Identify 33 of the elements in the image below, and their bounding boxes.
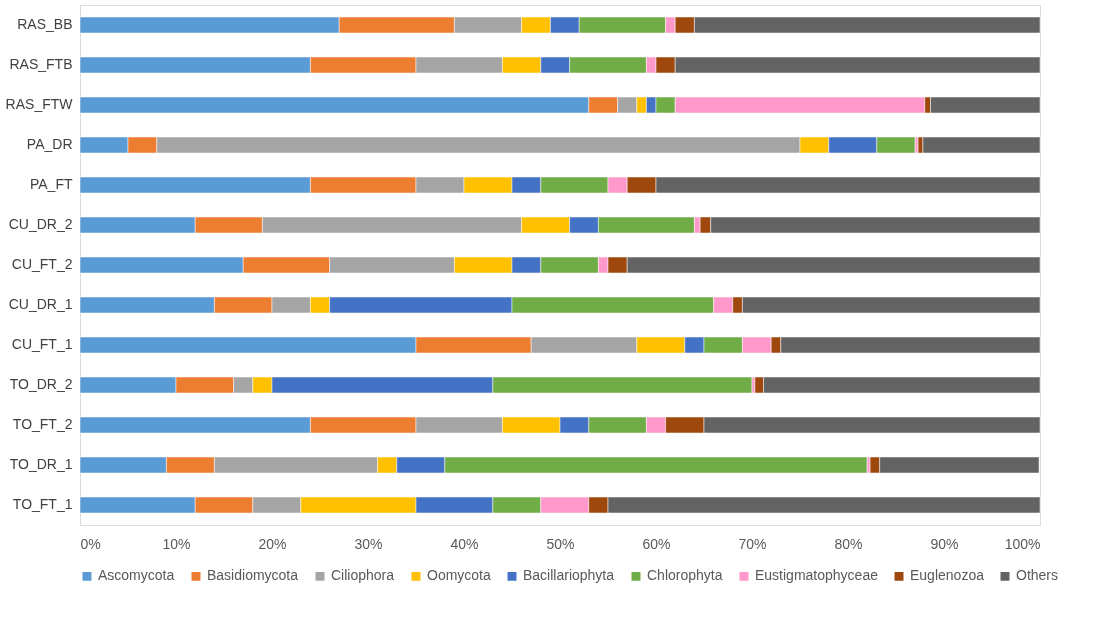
legend-label: Oomycota [427,567,492,584]
x-tick-label: 90% [930,535,959,552]
legend-label: Eustigmatophyceae [755,567,879,584]
y-tick-label: TO_FT_1 [12,496,73,512]
y-tick-label: PA_FT [29,176,73,192]
y-tick-label: TO_DR_1 [9,456,73,472]
y-tick-label: RAS_BB [17,16,73,32]
legend-label: Bacillariophyta [523,567,615,584]
legend-label: Basidiomycota [207,567,299,584]
y-tick-label: CU_DR_1 [8,296,73,312]
x-tick-label: 70% [738,535,767,552]
legend-label: Ascomycota [98,567,175,584]
x-tick-label: 60% [642,535,671,552]
x-tick-label: 80% [834,535,863,552]
y-tick-label: CU_FT_1 [11,336,73,352]
legend-label: Others [1016,567,1059,584]
y-tick-label: TO_FT_2 [12,416,73,432]
y-tick-label: CU_DR_2 [8,216,73,232]
x-tick-label: 40% [450,535,479,552]
y-tick-label: RAS_FTW [5,96,74,112]
x-tick-label: 50% [546,535,575,552]
x-tick-label: 10% [162,535,191,552]
x-tick-label: 20% [258,535,287,552]
x-tick-label: 100% [1004,535,1041,552]
legend-label: Ciliophora [331,567,395,584]
legend-label: Euglenozoa [910,567,985,584]
y-tick-label: TO_DR_2 [9,376,73,392]
x-tick-label: 0% [80,535,101,552]
y-tick-label: PA_DR [26,136,73,152]
legend-label: Chlorophyta [647,567,723,584]
x-tick-label: 30% [354,535,383,552]
y-tick-label: RAS_FTB [9,56,73,72]
y-tick-label: CU_FT_2 [11,256,73,272]
